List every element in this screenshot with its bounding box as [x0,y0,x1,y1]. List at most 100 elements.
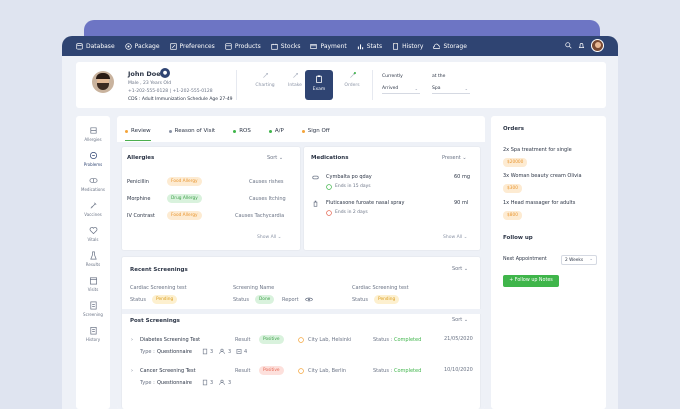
tab-review-label: Review [131,128,151,134]
leftnav-allergies[interactable]: Allergies [76,126,110,142]
order-item: 3x Woman beauty cream Olivia [503,173,582,179]
leftnav-problems[interactable]: Problems [76,151,110,167]
leftnav-screening-label: Screening [83,312,103,317]
nav-stocks[interactable]: Stocks [271,43,300,50]
step-intake-label: Intake [288,83,302,88]
cds-value: Adult Immunization Schedule Age 27-49 [141,97,233,102]
patient-name: John Doe [128,70,161,78]
post-screenings-title: Post Screenings [130,318,180,324]
leftnav-visits[interactable]: Visits [76,276,110,292]
medication-dose: 60 mg [454,174,470,180]
post-status-label: Status : [373,337,393,343]
order-item: 2x Spa treatment for single [503,147,572,153]
clock-icon [326,210,332,216]
nav-payment[interactable]: Payment [310,43,347,50]
step-orders[interactable]: Orders [339,72,365,88]
count: 3 [228,349,232,355]
products-icon [225,42,232,50]
chevron-down-icon: ⌄ [277,235,282,240]
nav-package[interactable]: Package [124,42,160,50]
eye-icon[interactable] [305,296,313,303]
currently-value: Arrived [382,86,399,91]
nav-database-label: Database [86,42,115,50]
tab-review[interactable]: Review [125,125,151,141]
patient-profile-icon[interactable]: ● [160,68,170,78]
leftnav-vitals-label: Vitals [87,237,99,242]
location-select[interactable]: Spa ⌄ [432,84,470,94]
result-badge: Positive [259,366,284,375]
nav-history[interactable]: History [392,42,423,50]
nav-package-label: Package [134,42,160,50]
allergy-name: Morphine [127,196,151,202]
step-intake[interactable]: Intake [282,72,308,88]
location-pin-icon [298,337,304,343]
count: 3 [228,380,232,386]
syringe-icon [90,202,96,209]
tab-sign-off[interactable]: Sign Off [301,125,330,137]
search-icon[interactable] [565,42,572,49]
leftnav-screening[interactable]: Screening [76,301,110,317]
medications-panel: Medications Present ⌄ Cymbalta po qday 6… [303,146,481,251]
nav-products[interactable]: Products [225,43,261,50]
recent-screenings-title: Recent Screenings [130,267,188,273]
nav-preferences-label: Preferences [179,42,215,50]
allergies-show-all[interactable]: Show All ⌄ [257,235,281,240]
recent-status-label: Status [233,297,249,303]
nav-storage-label: Storage [443,42,467,50]
order-price: $300 [503,184,522,193]
package-icon [124,42,132,50]
allergies-show-all-label: Show All [257,235,277,240]
recent-screenings-sort[interactable]: Sort ⌄ [452,266,468,272]
bell-icon[interactable] [578,42,585,49]
result-label: Result [235,368,251,374]
nav-stats[interactable]: Stats [357,43,382,50]
chevron-right-icon[interactable]: › [131,368,133,374]
allergies-sort[interactable]: Sort ⌄ [267,155,283,161]
chevron-right-icon[interactable]: › [131,337,133,343]
nav-preferences[interactable]: Preferences [169,42,215,50]
currently-select[interactable]: Arrived ⌄ [382,84,420,94]
tab-ap[interactable]: A/P [268,125,284,137]
leftnav-visits-label: Visits [87,287,99,292]
nav-database[interactable]: Database [76,42,115,50]
lab-name: City Lab, Helsinki [308,337,352,343]
count: 3 [210,380,214,386]
tab-ros[interactable]: ROS [233,125,251,137]
clipboard-icon [316,75,322,83]
leftnav-medications[interactable]: Medications [76,176,110,192]
next-appointment-select[interactable]: 2 Weeks ⌄ [561,255,597,265]
preferences-icon [169,42,177,50]
recent-screening-name: Screening Name [233,285,275,291]
step-exam[interactable]: Exam [305,70,333,100]
user-avatar[interactable] [591,39,604,52]
follow-up-notes-button[interactable]: + Follow up Notes [503,275,559,287]
medications-show-all[interactable]: Show All ⌄ [443,235,467,240]
tab-signoff-label: Sign Off [307,128,330,134]
recent-status-label: Status [130,297,146,303]
spray-icon [313,200,318,207]
tab-reason-of-visit[interactable]: Reason of Visit [168,125,216,137]
allergy-effect: Causes rishes [249,179,284,185]
leftnav-vaccines[interactable]: Vaccines [76,201,110,217]
step-charting[interactable]: Charting [252,72,278,88]
post-screenings-sort[interactable]: Sort ⌄ [452,317,468,323]
clock-icon [326,184,332,190]
post-status-label: Status : [373,368,393,374]
result-badge: Positive [259,335,284,344]
patient-photo [92,71,114,93]
divider [372,70,373,100]
leftnav-vitals[interactable]: Vitals [76,226,110,242]
followup-title: Follow up [503,235,533,241]
allergy-name: IV Contrast [127,213,155,219]
leftnav-history[interactable]: History [76,326,110,342]
leftnav-results[interactable]: Results [76,251,110,267]
order-item: 1x Head massager for adults [503,200,576,206]
exam-tabs: Review Reason of Visit ROS A/P Sign Off [125,125,348,141]
nav-storage[interactable]: Storage [433,42,467,50]
medications-sort[interactable]: Present ⌄ [442,155,467,161]
user-icon [219,348,225,354]
tab-reason-label: Reason of Visit [174,128,216,134]
main-content: Review Reason of Visit ROS A/P Sign Off … [117,116,485,409]
history-icon [393,42,399,50]
report-label: Report [282,297,299,303]
